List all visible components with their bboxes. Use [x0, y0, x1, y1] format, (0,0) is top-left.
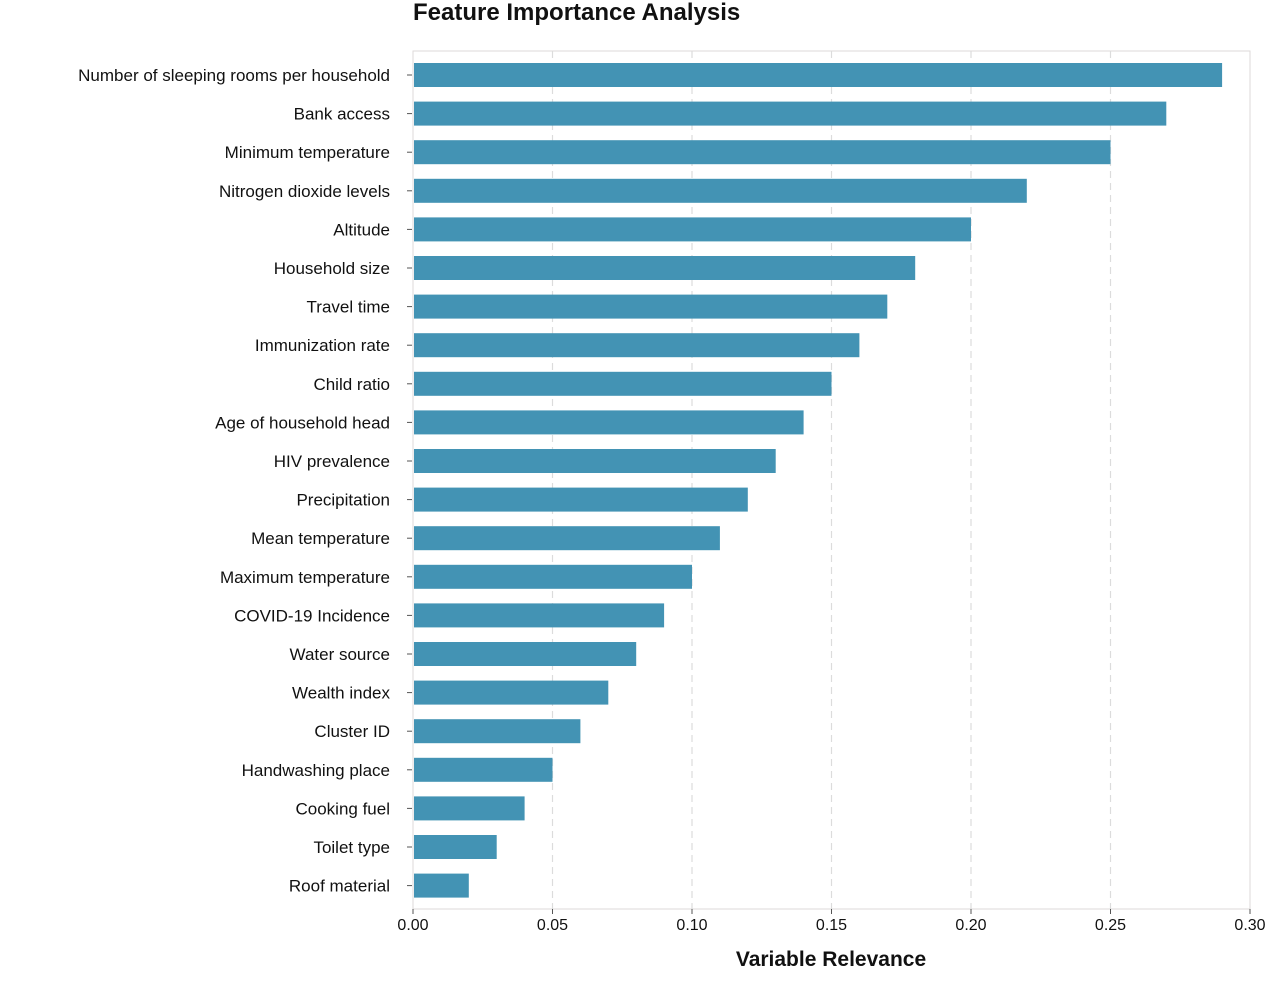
bar-11: [414, 487, 748, 512]
category-label-5: Household size: [274, 259, 390, 278]
category-label-19: Cooking fuel: [295, 799, 390, 818]
x-axis-ticks: 0.00 0.05 0.10 0.15 0.20 0.25 0.30: [397, 909, 1266, 934]
bar-15: [414, 642, 637, 666]
bar-10: [414, 449, 776, 473]
category-label-8: Child ratio: [313, 375, 390, 394]
x-tick-label-6: 0.30: [1234, 917, 1265, 934]
category-label-14: COVID-19 Incidence: [234, 606, 390, 625]
x-tick-label-3: 0.15: [816, 917, 847, 934]
category-label-2: Minimum temperature: [225, 143, 390, 162]
category-label-0: Number of sleeping rooms per household: [78, 66, 390, 85]
x-tick-label-2: 0.10: [676, 917, 707, 934]
category-label-20: Toilet type: [313, 838, 390, 857]
category-label-11: Precipitation: [296, 491, 390, 510]
bar-6: [414, 294, 888, 319]
category-label-18: Handwashing place: [242, 761, 390, 780]
bar-8: [414, 371, 832, 396]
bar-21: [414, 873, 469, 898]
category-label-13: Maximum temperature: [220, 568, 390, 587]
bar-14: [414, 603, 665, 628]
bar-16: [414, 680, 609, 705]
category-label-10: HIV prevalence: [274, 452, 390, 471]
bar-17: [414, 719, 581, 744]
category-label-4: Altitude: [333, 220, 390, 239]
category-label-6: Travel time: [307, 298, 390, 317]
x-tick-label-5: 0.25: [1095, 917, 1126, 934]
category-labels: Number of sleeping rooms per household Ba…: [78, 66, 412, 896]
category-label-7: Immunization rate: [255, 336, 390, 355]
bar-19: [414, 796, 525, 821]
category-label-16: Wealth index: [292, 684, 390, 703]
category-label-17: Cluster ID: [314, 722, 390, 741]
bar-12: [414, 526, 720, 551]
bars: [414, 63, 1223, 898]
category-label-21: Roof material: [289, 877, 390, 896]
x-tick-label-0: 0.00: [397, 917, 428, 934]
category-label-3: Nitrogen dioxide levels: [219, 182, 390, 201]
category-label-1: Bank access: [294, 105, 390, 124]
bar-18: [414, 757, 553, 782]
category-label-12: Mean temperature: [251, 529, 390, 548]
bar-20: [414, 835, 497, 859]
bar-9: [414, 410, 804, 435]
bar-3: [414, 178, 1027, 203]
x-axis-title: Variable Relevance: [736, 948, 926, 971]
chart-title: Feature Importance Analysis: [413, 0, 740, 26]
bar-13: [414, 564, 692, 589]
category-label-15: Water source: [290, 645, 390, 664]
bar-5: [414, 256, 916, 280]
bar-4: [414, 217, 971, 242]
bar-7: [414, 333, 860, 358]
category-label-9: Age of household head: [215, 413, 390, 432]
bar-0: [414, 63, 1223, 87]
bar-2: [414, 140, 1111, 165]
x-tick-label-4: 0.20: [955, 917, 986, 934]
bar-1: [414, 101, 1167, 126]
x-tick-label-1: 0.05: [537, 917, 568, 934]
